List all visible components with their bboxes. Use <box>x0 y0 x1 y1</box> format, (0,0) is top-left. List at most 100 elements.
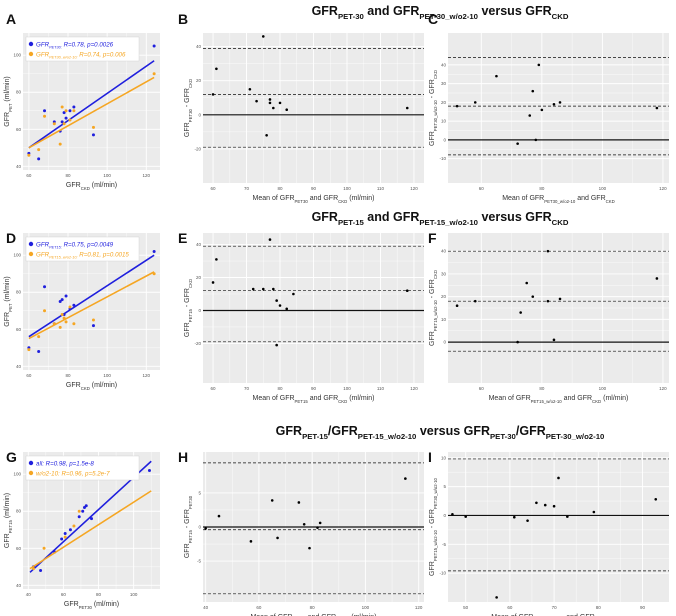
data-point <box>270 499 274 502</box>
data-point-blue <box>60 298 64 302</box>
data-point-blue <box>37 157 41 161</box>
data-point <box>268 238 272 241</box>
x-tick-label: 80 <box>310 605 316 610</box>
text-part: (ml/min) <box>4 276 11 303</box>
text-part: and <box>308 195 324 202</box>
y-tick-label: 60 <box>16 327 22 332</box>
regression-line-orange <box>28 76 155 149</box>
y-tick-label: -20 <box>194 341 201 346</box>
y-tick-label: 40 <box>16 364 22 369</box>
y-axis-label: GFRPET15_w/o2-10 - GFRPET30_w/o2-10 <box>429 477 438 575</box>
text-part: GFR <box>66 382 81 389</box>
panel-letter: F <box>428 230 437 246</box>
data-point <box>531 89 535 93</box>
data-point-orange <box>43 309 47 313</box>
legend-marker-orange <box>28 251 34 257</box>
y-tick-label: 20 <box>441 100 447 105</box>
plot-area <box>203 238 424 347</box>
x-tick-label: 100 <box>343 386 351 391</box>
data-point <box>292 292 295 296</box>
x-axis-label: GFRCKD (ml/min) <box>66 382 117 391</box>
y-tick-label: 0 <box>198 308 201 313</box>
y-axis-label: GFRPET15 - GFRCKD <box>184 279 193 337</box>
data-point-orange <box>152 272 156 276</box>
data-point <box>531 295 535 298</box>
data-point-blue <box>58 300 62 303</box>
text-part: /GFR <box>516 424 546 438</box>
data-point <box>405 289 409 292</box>
y-tick-label: 80 <box>16 90 22 95</box>
x-axis-label: GFRCKD (ml/min) <box>66 182 117 191</box>
subscript: PET <box>8 103 13 112</box>
y-tick-label: 10 <box>441 119 447 124</box>
regression-line-blue <box>28 60 155 149</box>
x-tick-label: 60 <box>479 386 485 391</box>
y-tick-label: 40 <box>16 583 22 588</box>
y-tick-label: 40 <box>196 242 202 247</box>
data-point <box>204 527 207 530</box>
text-part: GFR <box>184 322 191 337</box>
x-tick-label: 60 <box>26 373 32 378</box>
regression-line-orange <box>28 271 155 340</box>
x-tick-label: 80 <box>539 186 545 191</box>
text-part: GFR <box>429 331 436 346</box>
x-tick-label: 90 <box>311 386 317 391</box>
text-part: (ml/min) <box>347 195 374 202</box>
data-point-orange <box>58 142 62 146</box>
text-part: - <box>429 294 436 300</box>
plot-area <box>203 462 424 595</box>
x-axis-label: Mean of GFRPET15 and GFRPET30 (ml/min) <box>250 614 376 616</box>
text-part: GFR <box>312 210 338 224</box>
text-part: and GFR <box>364 4 420 18</box>
data-point <box>215 258 218 261</box>
y-tick-label: 0 <box>443 137 446 142</box>
legend-marker-blue <box>28 460 34 466</box>
data-point-blue <box>91 133 95 137</box>
text-part: GFR <box>184 122 191 137</box>
data-point-blue <box>147 469 151 473</box>
y-tick-label: 5 <box>443 484 446 489</box>
text-part: GFR <box>4 533 11 548</box>
text-part: R=0.78, p=0.0026 <box>62 41 114 48</box>
data-point <box>546 249 550 253</box>
text-part: w/o2-10: R=0.96, p=5.2e-7 <box>36 470 110 477</box>
y-tick-label: 40 <box>196 44 202 49</box>
x-tick-label: 60 <box>507 605 513 610</box>
subscript: PET30_w/o2-10 <box>433 100 438 132</box>
text-part: (ml/min) <box>90 182 117 189</box>
data-point <box>278 304 282 307</box>
text-part: Mean of <box>491 614 518 616</box>
x-tick-label: 80 <box>66 173 72 178</box>
x-tick-label: 120 <box>659 386 667 391</box>
data-point-orange <box>64 320 68 324</box>
subscript: PET15_w/o2-10 <box>433 300 438 332</box>
text-part: (ml/min) <box>92 601 119 608</box>
text-part: - <box>184 303 191 309</box>
subscript: PET15_w/o2-10 <box>531 399 563 404</box>
text-part: GFR <box>280 195 295 202</box>
y-axis-label: GFRPET (ml/min) <box>4 76 13 126</box>
data-point-blue <box>62 111 66 115</box>
y-axis-label: GFRPET (ml/min) <box>4 276 13 326</box>
text-part: GFR <box>276 424 302 438</box>
data-point <box>265 133 268 137</box>
y-tick-label: 60 <box>16 127 22 132</box>
text-part: and <box>306 614 322 616</box>
y-tick-label: 40 <box>441 249 447 254</box>
subscript: PET30 <box>79 605 93 610</box>
subscript: PET-15 <box>338 218 365 227</box>
data-point-blue <box>43 109 47 113</box>
data-point <box>302 522 306 526</box>
regression-line-orange <box>29 490 152 570</box>
text-part: Mean of <box>250 614 277 616</box>
text-part: Mean of <box>489 395 516 402</box>
data-point <box>268 101 272 105</box>
x-tick-label: 100 <box>599 386 607 391</box>
data-point-blue <box>84 504 88 508</box>
y-tick-label: -10 <box>439 571 446 576</box>
y-tick-label: 40 <box>16 164 22 169</box>
